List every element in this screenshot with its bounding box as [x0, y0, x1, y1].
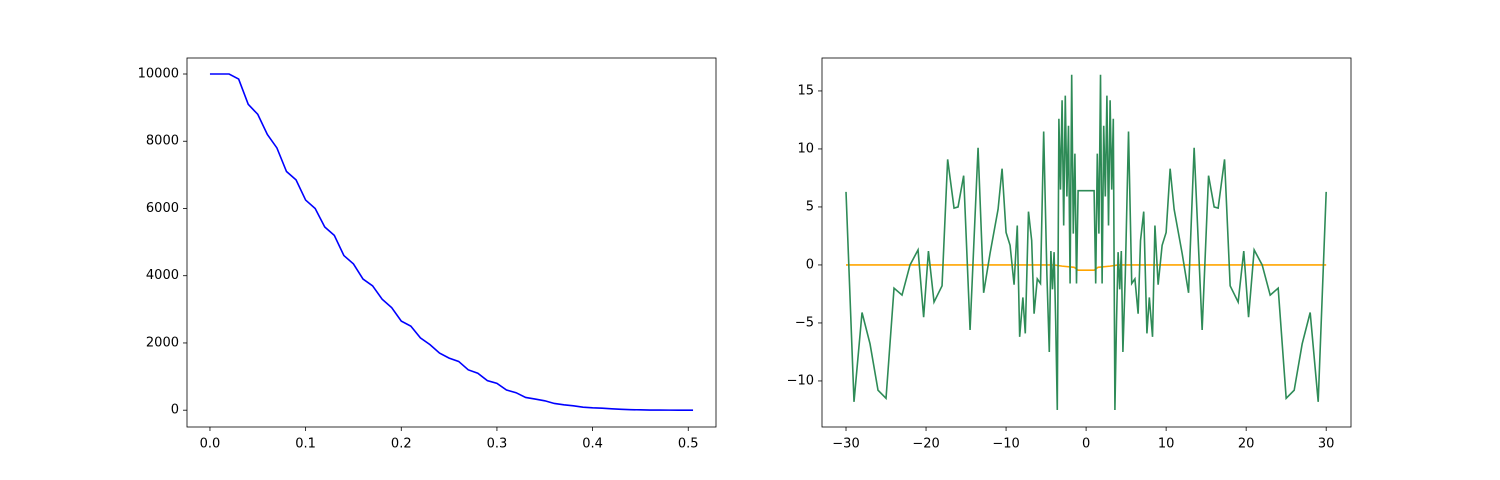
axes-frame	[186, 57, 717, 428]
y-tick-label: −5	[795, 315, 814, 330]
y-tick-label: 5	[806, 199, 814, 214]
y-tick-label: 4000	[146, 268, 179, 283]
y-tick-label: 0	[171, 403, 179, 418]
x-tick-label: 20	[1238, 437, 1255, 452]
x-tick-label: 0.5	[678, 437, 699, 452]
y-tick-label: 10	[797, 141, 814, 156]
x-tick-label: −30	[832, 437, 859, 452]
x-tick-label: 10	[1158, 437, 1175, 452]
y-tick-label: 10000	[138, 67, 179, 82]
x-tick-label: 0	[1082, 437, 1090, 452]
y-tick-label: 2000	[146, 335, 179, 350]
x-tick-label: −10	[992, 437, 1019, 452]
x-tick-label: 0.3	[487, 437, 508, 452]
line-series	[209, 73, 694, 411]
x-tick-label: 0.1	[295, 437, 316, 452]
y-tick-label: 15	[797, 83, 814, 98]
y-tick-label: 8000	[146, 134, 179, 149]
x-tick-label: −20	[912, 437, 939, 452]
y-tick-label: 0	[806, 257, 814, 272]
x-tick-label: 0.2	[391, 437, 412, 452]
axes-frame	[821, 57, 1352, 428]
line-series	[845, 74, 1327, 410]
y-tick-label: −10	[787, 373, 814, 388]
x-tick-label: 30	[1318, 437, 1335, 452]
x-tick-label: 0.4	[582, 437, 603, 452]
x-tick-label: 0.0	[200, 437, 221, 452]
line-series	[846, 264, 1327, 271]
y-tick-label: 6000	[146, 201, 179, 216]
